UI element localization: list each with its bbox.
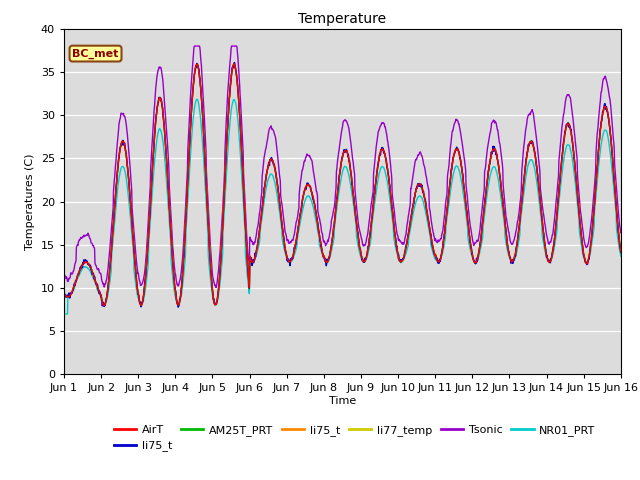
X-axis label: Time: Time — [329, 396, 356, 406]
Text: BC_met: BC_met — [72, 48, 119, 59]
Title: Temperature: Temperature — [298, 12, 387, 26]
Y-axis label: Temperatures (C): Temperatures (C) — [26, 153, 35, 250]
Legend: AirT, li75_t, AM25T_PRT, li75_t, li77_temp, Tsonic, NR01_PRT: AirT, li75_t, AM25T_PRT, li75_t, li77_te… — [114, 425, 595, 451]
